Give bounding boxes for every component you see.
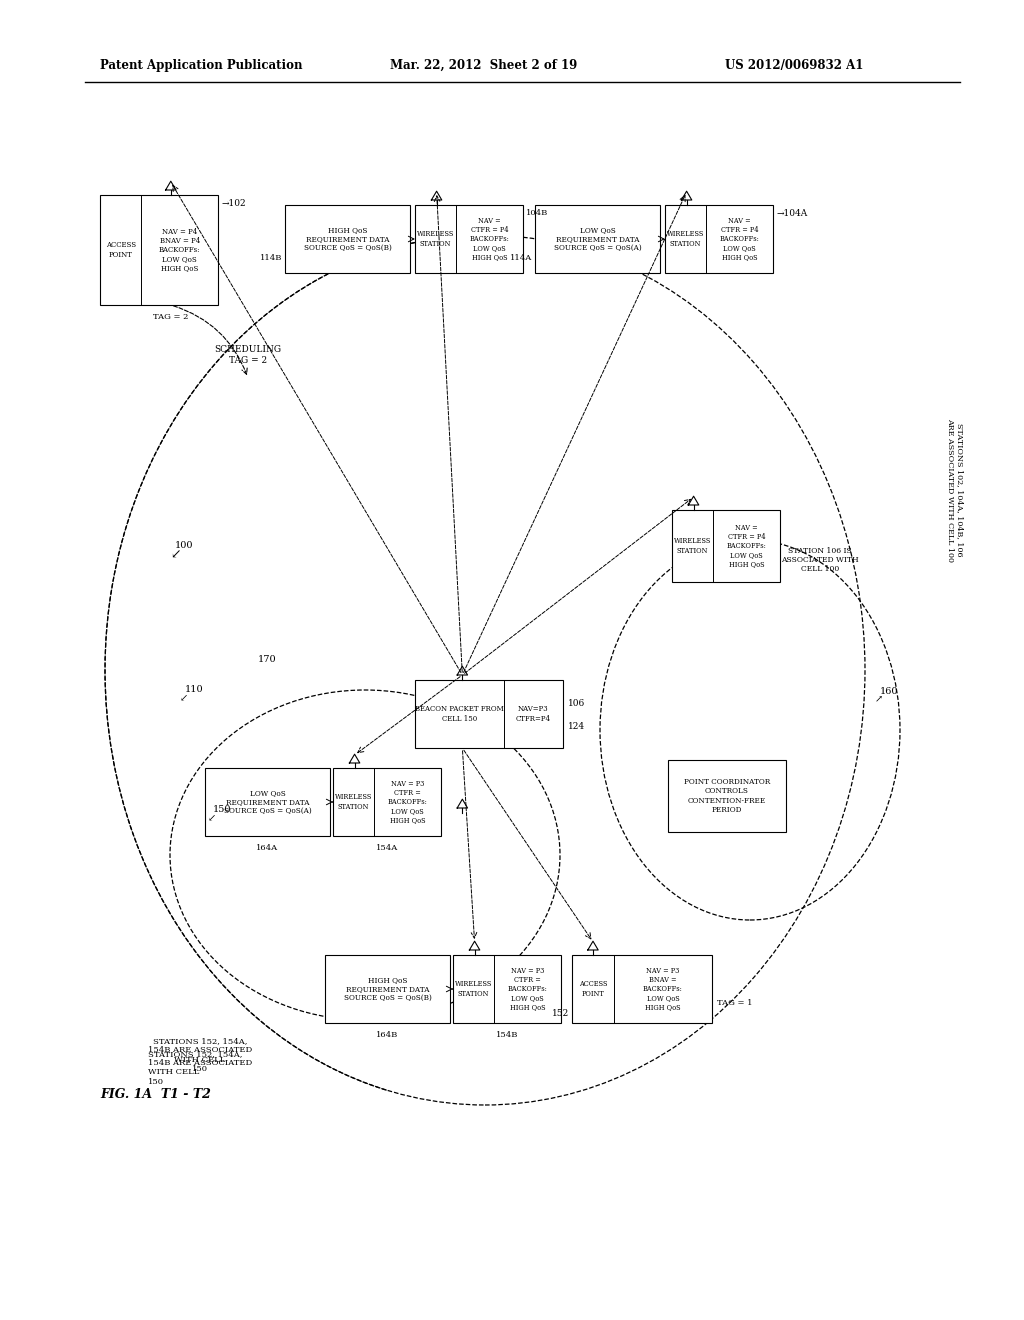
Text: 160: 160	[880, 688, 898, 697]
Text: NAV=P3
CTFR=P4: NAV=P3 CTFR=P4	[516, 705, 551, 722]
Text: POINT COORDINATOR
CONTROLS
CONTENTION-FREE
PERIOD: POINT COORDINATOR CONTROLS CONTENTION-FR…	[684, 779, 770, 814]
Text: ACCESS
POINT: ACCESS POINT	[579, 981, 607, 998]
Text: 164B: 164B	[377, 1031, 398, 1039]
Text: HIGH QoS
REQUIREMENT DATA
SOURCE QoS = QoS(B): HIGH QoS REQUIREMENT DATA SOURCE QoS = Q…	[344, 975, 431, 1002]
Text: STATIONS 152, 154A,
154B ARE ASSOCIATED
WITH CELL
150: STATIONS 152, 154A, 154B ARE ASSOCIATED …	[148, 1038, 252, 1073]
Text: STATIONS 152, 154A,
154B ARE ASSOCIATED
WITH CELL
150: STATIONS 152, 154A, 154B ARE ASSOCIATED …	[148, 1049, 252, 1085]
Bar	[205, 768, 330, 836]
Text: WIRELESS
STATION: WIRELESS STATION	[335, 793, 372, 810]
Text: Mar. 22, 2012  Sheet 2 of 19: Mar. 22, 2012 Sheet 2 of 19	[390, 58, 578, 71]
Text: STATION 106 IS
ASSOCIATED WITH
CELL 100: STATION 106 IS ASSOCIATED WITH CELL 100	[781, 546, 859, 573]
Bar	[325, 954, 450, 1023]
Text: WIRELESS
STATION: WIRELESS STATION	[674, 537, 712, 554]
Text: NAV = P4
BNAV = P4
BACKOFFs:
LOW QoS
HIGH QoS: NAV = P4 BNAV = P4 BACKOFFs: LOW QoS HIG…	[159, 227, 201, 272]
Bar	[672, 510, 780, 582]
Text: 152: 152	[552, 1008, 569, 1018]
Text: LOW QoS
REQUIREMENT DATA
SOURCE QoS = QoS(A): LOW QoS REQUIREMENT DATA SOURCE QoS = Qo…	[554, 226, 641, 252]
Text: 110: 110	[185, 685, 204, 694]
Text: STATIONS 102, 104A, 104B, 106
ARE ASSOCIATED WITH CELL 100: STATIONS 102, 104A, 104B, 106 ARE ASSOCI…	[946, 418, 964, 562]
Text: 100: 100	[175, 540, 194, 549]
Text: →102: →102	[221, 198, 246, 207]
Bar	[333, 768, 441, 836]
Text: 150: 150	[213, 805, 231, 814]
Text: 106: 106	[568, 700, 586, 709]
Text: TAG = 2: TAG = 2	[154, 313, 188, 321]
Text: WIRELESS
STATION: WIRELESS STATION	[667, 231, 705, 248]
Text: WIRELESS
STATION: WIRELESS STATION	[417, 231, 455, 248]
Text: ACCESS
POINT: ACCESS POINT	[105, 242, 136, 259]
Text: NAV = P3
CTFR =
BACKOFFs:
LOW QoS
HIGH QoS: NAV = P3 CTFR = BACKOFFs: LOW QoS HIGH Q…	[387, 780, 427, 825]
Text: WIRELESS
STATION: WIRELESS STATION	[455, 981, 493, 998]
Text: BEACON PACKET FROM
CELL 150: BEACON PACKET FROM CELL 150	[415, 705, 504, 722]
Bar	[415, 680, 563, 748]
Text: ↙: ↙	[170, 549, 180, 561]
Text: 154B: 154B	[496, 1031, 518, 1039]
Bar	[415, 205, 523, 273]
Text: Patent Application Publication: Patent Application Publication	[100, 58, 302, 71]
Text: NAV =
CTFR = P4
BACKOFFs:
LOW QoS
HIGH QoS: NAV = CTFR = P4 BACKOFFs: LOW QoS HIGH Q…	[720, 216, 760, 261]
Text: 114B: 114B	[260, 253, 282, 261]
Text: 154A: 154A	[376, 843, 398, 851]
Text: 114A: 114A	[510, 253, 532, 261]
Text: LOW QoS
REQUIREMENT DATA
SOURCE QoS = QoS(A): LOW QoS REQUIREMENT DATA SOURCE QoS = Qo…	[223, 789, 311, 816]
Text: FIG. 1A  T1 - T2: FIG. 1A T1 - T2	[100, 1089, 211, 1101]
Text: 124: 124	[568, 722, 585, 731]
Text: NAV =
CTFR = P4
BACKOFFs:
LOW QoS
HIGH QoS: NAV = CTFR = P4 BACKOFFs: LOW QoS HIGH Q…	[470, 216, 510, 261]
Text: 104B: 104B	[526, 209, 548, 216]
Text: ↙: ↙	[208, 813, 216, 822]
Text: 164A: 164A	[256, 843, 279, 851]
Text: HIGH QoS
REQUIREMENT DATA
SOURCE QoS = QoS(B): HIGH QoS REQUIREMENT DATA SOURCE QoS = Q…	[303, 226, 391, 252]
Bar	[665, 205, 773, 273]
Bar	[535, 205, 660, 273]
Text: ↗: ↗	[874, 696, 883, 705]
Bar	[285, 205, 410, 273]
Bar	[572, 954, 712, 1023]
Bar	[668, 760, 786, 832]
Text: US 2012/0069832 A1: US 2012/0069832 A1	[725, 58, 863, 71]
Text: TAG = 1: TAG = 1	[717, 999, 753, 1007]
Text: ↙: ↙	[180, 693, 188, 702]
Bar	[453, 954, 561, 1023]
Text: →104A: →104A	[776, 209, 807, 218]
Bar	[100, 195, 218, 305]
Text: NAV =
CTFR = P4
BACKOFFs:
LOW QoS
HIGH QoS: NAV = CTFR = P4 BACKOFFs: LOW QoS HIGH Q…	[727, 524, 766, 569]
Text: NAV = P3
BNAV =
BACKOFFs:
LOW QoS
HIGH QoS: NAV = P3 BNAV = BACKOFFs: LOW QoS HIGH Q…	[643, 966, 683, 1011]
Text: SCHEDULING
TAG = 2: SCHEDULING TAG = 2	[214, 346, 282, 364]
Text: 170: 170	[258, 656, 276, 664]
Text: NAV = P3
CTFR =
BACKOFFs:
LOW QoS
HIGH QoS: NAV = P3 CTFR = BACKOFFs: LOW QoS HIGH Q…	[508, 966, 548, 1011]
